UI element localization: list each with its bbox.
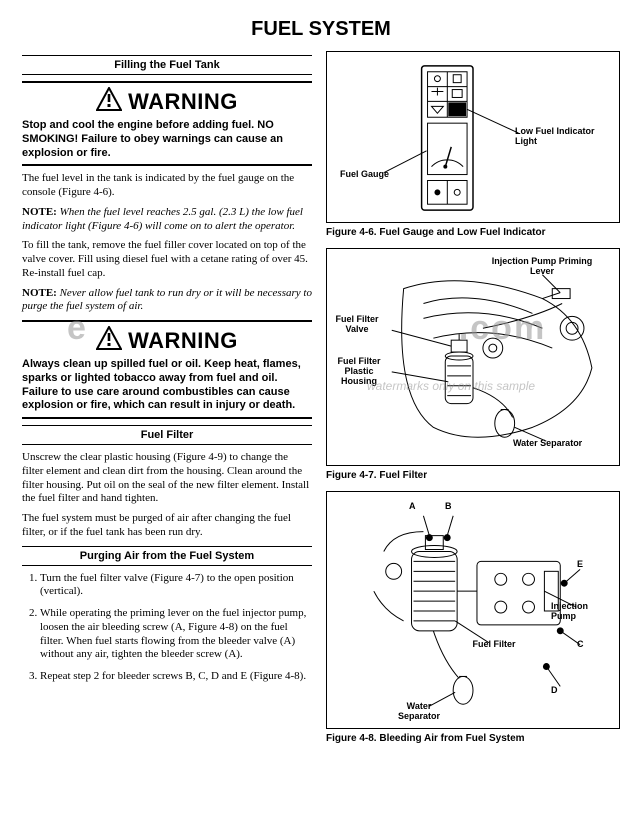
step-1: Turn the fuel filter valve (Figure 4-7) … [40,572,312,600]
label-c: C [577,640,584,650]
label-a: A [409,502,416,512]
purging-steps: Turn the fuel filter valve (Figure 4-7) … [22,572,312,684]
section-filling-header: Filling the Fuel Tank [22,55,312,75]
warning-2-body: Always clean up spilled fuel or oil. Kee… [22,358,312,413]
p-fill-tank: To fill the tank, remove the fuel filler… [22,239,312,280]
warning-1-title: WARNING [128,89,238,115]
warning-1: WARNING Stop and cool the engine before … [22,81,312,166]
warning-1-body: Stop and cool the engine before adding f… [22,119,312,160]
note-text: When the fuel level reaches 2.5 gal. (2.… [22,206,303,232]
label-filter-housing: Fuel Filter Plastic Housing [331,357,387,387]
note-run-dry: NOTE: Never allow fuel tank to run dry o… [22,287,312,315]
figure-4-7: Injection Pump Priming Lever Fuel Filter… [326,248,620,466]
figure-4-8: A B E C D Fuel Filter Injection Pump Wat… [326,491,620,729]
label-injection-pump: Injection Pump [551,602,605,622]
label-b: B [445,502,452,512]
left-column: Filling the Fuel Tank WARNING Stop and c… [22,51,312,744]
figure-4-6: Low Fuel Indicator Light Fuel Gauge [326,51,620,223]
label-fuel-filter: Fuel Filter [467,640,521,650]
warning-triangle-icon [96,326,122,356]
warning-2-title: WARNING [128,328,238,354]
label-filter-valve: Fuel Filter Valve [331,315,383,335]
note-label: NOTE: [22,206,57,218]
section-purging-header: Purging Air from the Fuel System [22,546,312,566]
label-priming-lever: Injection Pump Priming Lever [487,257,597,277]
p-fuel-level-gauge: The fuel level in the tank is indicated … [22,172,312,200]
figure-4-8-caption: Figure 4-8. Bleeding Air from Fuel Syste… [326,733,620,744]
note-low-fuel: NOTE: When the fuel level reaches 2.5 ga… [22,206,312,234]
label-e: E [577,560,583,570]
right-column: Low Fuel Indicator Light Fuel Gauge Figu… [326,51,620,744]
p-unscrew-housing: Unscrew the clear plastic housing (Figur… [22,451,312,506]
warning-triangle-icon [96,87,122,117]
step-2: While operating the priming lever on the… [40,607,312,662]
label-water-separator: Water Separator [513,439,603,449]
label-water-separator-2: Water Separator [389,702,449,722]
figure-4-7-caption: Figure 4-7. Fuel Filter [326,470,620,481]
p-purge-required: The fuel system must be purged of air af… [22,512,312,540]
label-low-fuel: Low Fuel Indicator Light [515,127,595,147]
page-title: FUEL SYSTEM [22,18,620,41]
step-3: Repeat step 2 for bleeder screws B, C, D… [40,670,312,684]
label-fuel-gauge: Fuel Gauge [331,170,389,180]
section-fuel-filter-header: Fuel Filter [22,425,312,445]
note-text: Never allow fuel tank to run dry or it w… [22,287,312,313]
warning-2: WARNING Always clean up spilled fuel or … [22,320,312,419]
note-label: NOTE: [22,287,57,299]
figure-4-6-caption: Figure 4-6. Fuel Gauge and Low Fuel Indi… [326,227,620,238]
label-d: D [551,686,558,696]
